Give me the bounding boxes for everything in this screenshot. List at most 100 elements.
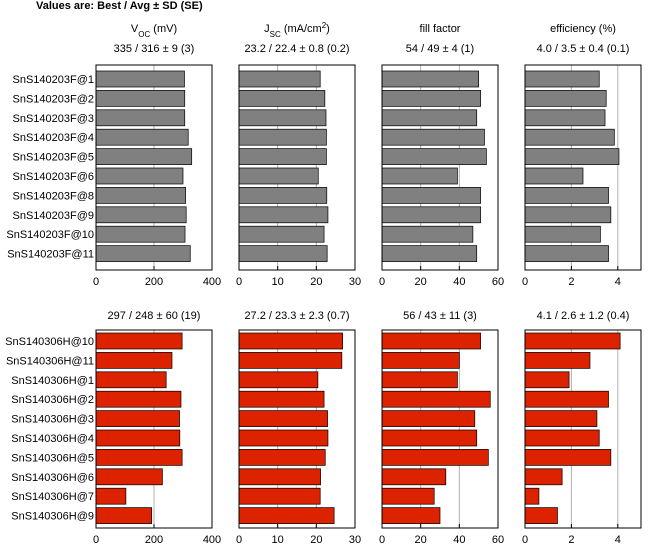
metric-header: VOC (mV) [131, 23, 177, 39]
bar [238, 410, 328, 427]
bar [238, 90, 326, 107]
row-label: SnS140306H@10 [5, 336, 94, 348]
bar [95, 468, 163, 486]
row-label: SnS140203F@11 [7, 249, 94, 261]
bar [238, 449, 326, 466]
panel-SnS140203F-voc: VOC (mV) 335 / 316 ± 9 (3) 0 200 400 [93, 23, 221, 288]
panel-SnS140203F-jsc: JSC (mA/cm2) 23.2 / 22.4 ± 0.8 (0.2) 0 10 20… [236, 21, 361, 289]
bar [524, 90, 607, 107]
bar [238, 70, 321, 88]
bar [524, 507, 558, 524]
bar [381, 167, 458, 185]
bar [524, 332, 621, 350]
row-label: SnS140203F@2 [12, 93, 94, 105]
bar [524, 371, 570, 389]
bar [95, 390, 182, 408]
bar [524, 187, 609, 204]
tick-label: 0 [93, 276, 99, 288]
bar [95, 90, 186, 107]
bar [95, 352, 173, 369]
panel-SnS140306H-ff: 56 / 43 ± 11 (3) 0 20 40 60 [379, 310, 504, 546]
row-label: SnS140306H@7 [11, 491, 94, 503]
bar [381, 352, 460, 369]
panel-SnS140203F-eff: efficiency (%) 4.0 / 3.5 ± 0.4 (0.1) 0 2 4 [522, 23, 642, 288]
bar [381, 90, 481, 107]
bar [238, 390, 325, 408]
bar [381, 225, 474, 243]
bar [524, 487, 540, 505]
bar [381, 109, 478, 127]
row-label: SnS140306H@4 [11, 433, 94, 445]
row-label: SnS140203F@3 [12, 113, 94, 125]
metric-header: JSC (mA/cm2) [264, 21, 330, 39]
bar [381, 390, 491, 408]
bar [95, 429, 181, 447]
tick-label: 4 [615, 276, 621, 288]
bar [524, 225, 601, 243]
panel-frame [524, 329, 642, 529]
summary-stats: 4.1 / 2.6 ± 1.2 (0.4) [537, 310, 630, 322]
panel-frame [238, 329, 356, 529]
bar [524, 167, 584, 185]
tick-label: 40 [453, 276, 465, 288]
row-label: SnS140306H@5 [11, 452, 94, 464]
bar [95, 187, 186, 204]
tick-label: 2 [568, 276, 574, 288]
bar [238, 371, 319, 389]
bar [381, 187, 481, 204]
bar [381, 487, 435, 505]
summary-stats: 27.2 / 23.3 ± 2.3 (0.7) [244, 310, 349, 322]
bar [95, 109, 186, 127]
row-label: SnS140203F@1 [12, 74, 94, 86]
row-label: SnS140203F@4 [12, 132, 94, 144]
tick-label: 2 [568, 534, 574, 546]
bar [95, 332, 183, 350]
row-label: SnS140306H@2 [11, 394, 94, 406]
bar [381, 206, 481, 224]
tick-label: 0 [522, 276, 528, 288]
bar [381, 410, 476, 427]
panel-SnS140203F-ff: fill factor 54 / 49 ± 4 (1) 0 20 40 60 [379, 23, 504, 288]
bar [381, 332, 481, 350]
bar [95, 507, 153, 524]
metric-header: fill factor [420, 23, 461, 35]
bar-group-SnS140203F: SnS140203F@1 SnS140203F@2 SnS140203F@3 SnS1… [6, 21, 642, 289]
bar [524, 390, 609, 408]
chart-title: Values are: Best / Avg ± SD (SE) [36, 0, 203, 12]
tick-label: 400 [203, 276, 221, 288]
bar [238, 332, 343, 350]
bar [381, 468, 447, 486]
row-label: SnS140203F@8 [12, 190, 94, 202]
tick-label: 30 [349, 276, 361, 288]
tick-label: 0 [379, 276, 385, 288]
bar [238, 352, 343, 369]
tick-label: 0 [379, 534, 385, 546]
bar [95, 487, 127, 505]
panel-frame [381, 64, 499, 271]
bar [238, 148, 327, 165]
summary-stats: 54 / 49 ± 4 (1) [406, 43, 474, 55]
bar [381, 507, 441, 524]
row-label: SnS140203F@10 [6, 229, 94, 241]
bar [381, 429, 478, 447]
tick-label: 0 [236, 534, 242, 546]
bar [95, 70, 185, 88]
tick-label: 0 [93, 534, 99, 546]
bar [238, 128, 327, 146]
panel-SnS140306H-voc: 297 / 248 ± 60 (19) 0 200 400 [93, 310, 221, 546]
bar [524, 429, 600, 447]
panel-frame [381, 329, 499, 529]
row-label: SnS140203F@5 [12, 152, 94, 164]
row-label: SnS140306H@1 [11, 375, 94, 387]
tick-label: 60 [492, 534, 504, 546]
summary-stats: 56 / 43 ± 11 (3) [403, 310, 477, 322]
panel-SnS140306H-eff: 4.1 / 2.6 ± 1.2 (0.4) 0 2 4 [522, 310, 642, 546]
bar [238, 487, 321, 505]
bar [524, 206, 612, 224]
bar [381, 449, 489, 466]
bar [238, 109, 327, 127]
tick-label: 30 [349, 534, 361, 546]
tick-label: 20 [415, 534, 427, 546]
bar [238, 429, 329, 447]
